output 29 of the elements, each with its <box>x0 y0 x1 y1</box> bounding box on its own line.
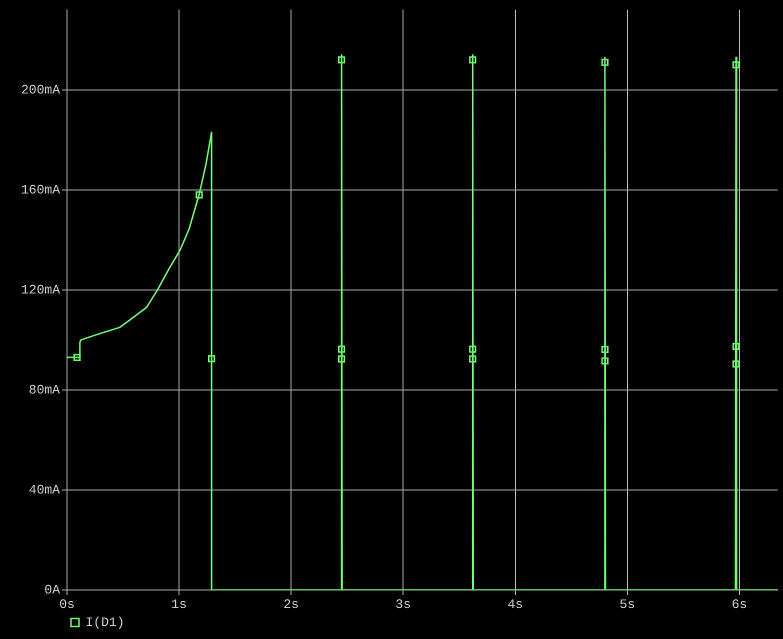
point <box>74 354 81 361</box>
point <box>338 56 346 64</box>
y-tick-label: 80mA <box>28 382 60 398</box>
y-tick-label: 160mA <box>20 182 60 198</box>
x-tick-label: 1s <box>171 597 187 612</box>
y-tick-label: 200mA <box>20 82 60 98</box>
point <box>601 357 608 364</box>
legend-label: I(D1) <box>86 614 125 630</box>
y-tick-label: 0A <box>44 582 60 598</box>
point <box>469 346 476 353</box>
y-tick-label: 40mA <box>28 482 60 498</box>
x-tick-label: 3s <box>395 597 412 612</box>
point <box>469 355 476 362</box>
x-tick-label: 4s <box>507 597 524 612</box>
point <box>469 56 476 64</box>
x-tick-label: 0s <box>59 597 75 612</box>
point <box>196 191 203 198</box>
point <box>208 355 216 362</box>
x-tick-label: 5s <box>620 597 636 612</box>
point <box>601 58 608 66</box>
y-tick-label: 120mA <box>20 282 60 298</box>
point <box>601 346 608 353</box>
x-tick-label: 2s <box>283 597 299 612</box>
point <box>338 346 346 353</box>
point <box>338 355 346 362</box>
x-tick-label: 6s <box>732 597 748 612</box>
point <box>732 342 740 350</box>
point <box>732 61 740 68</box>
point <box>732 360 740 368</box>
